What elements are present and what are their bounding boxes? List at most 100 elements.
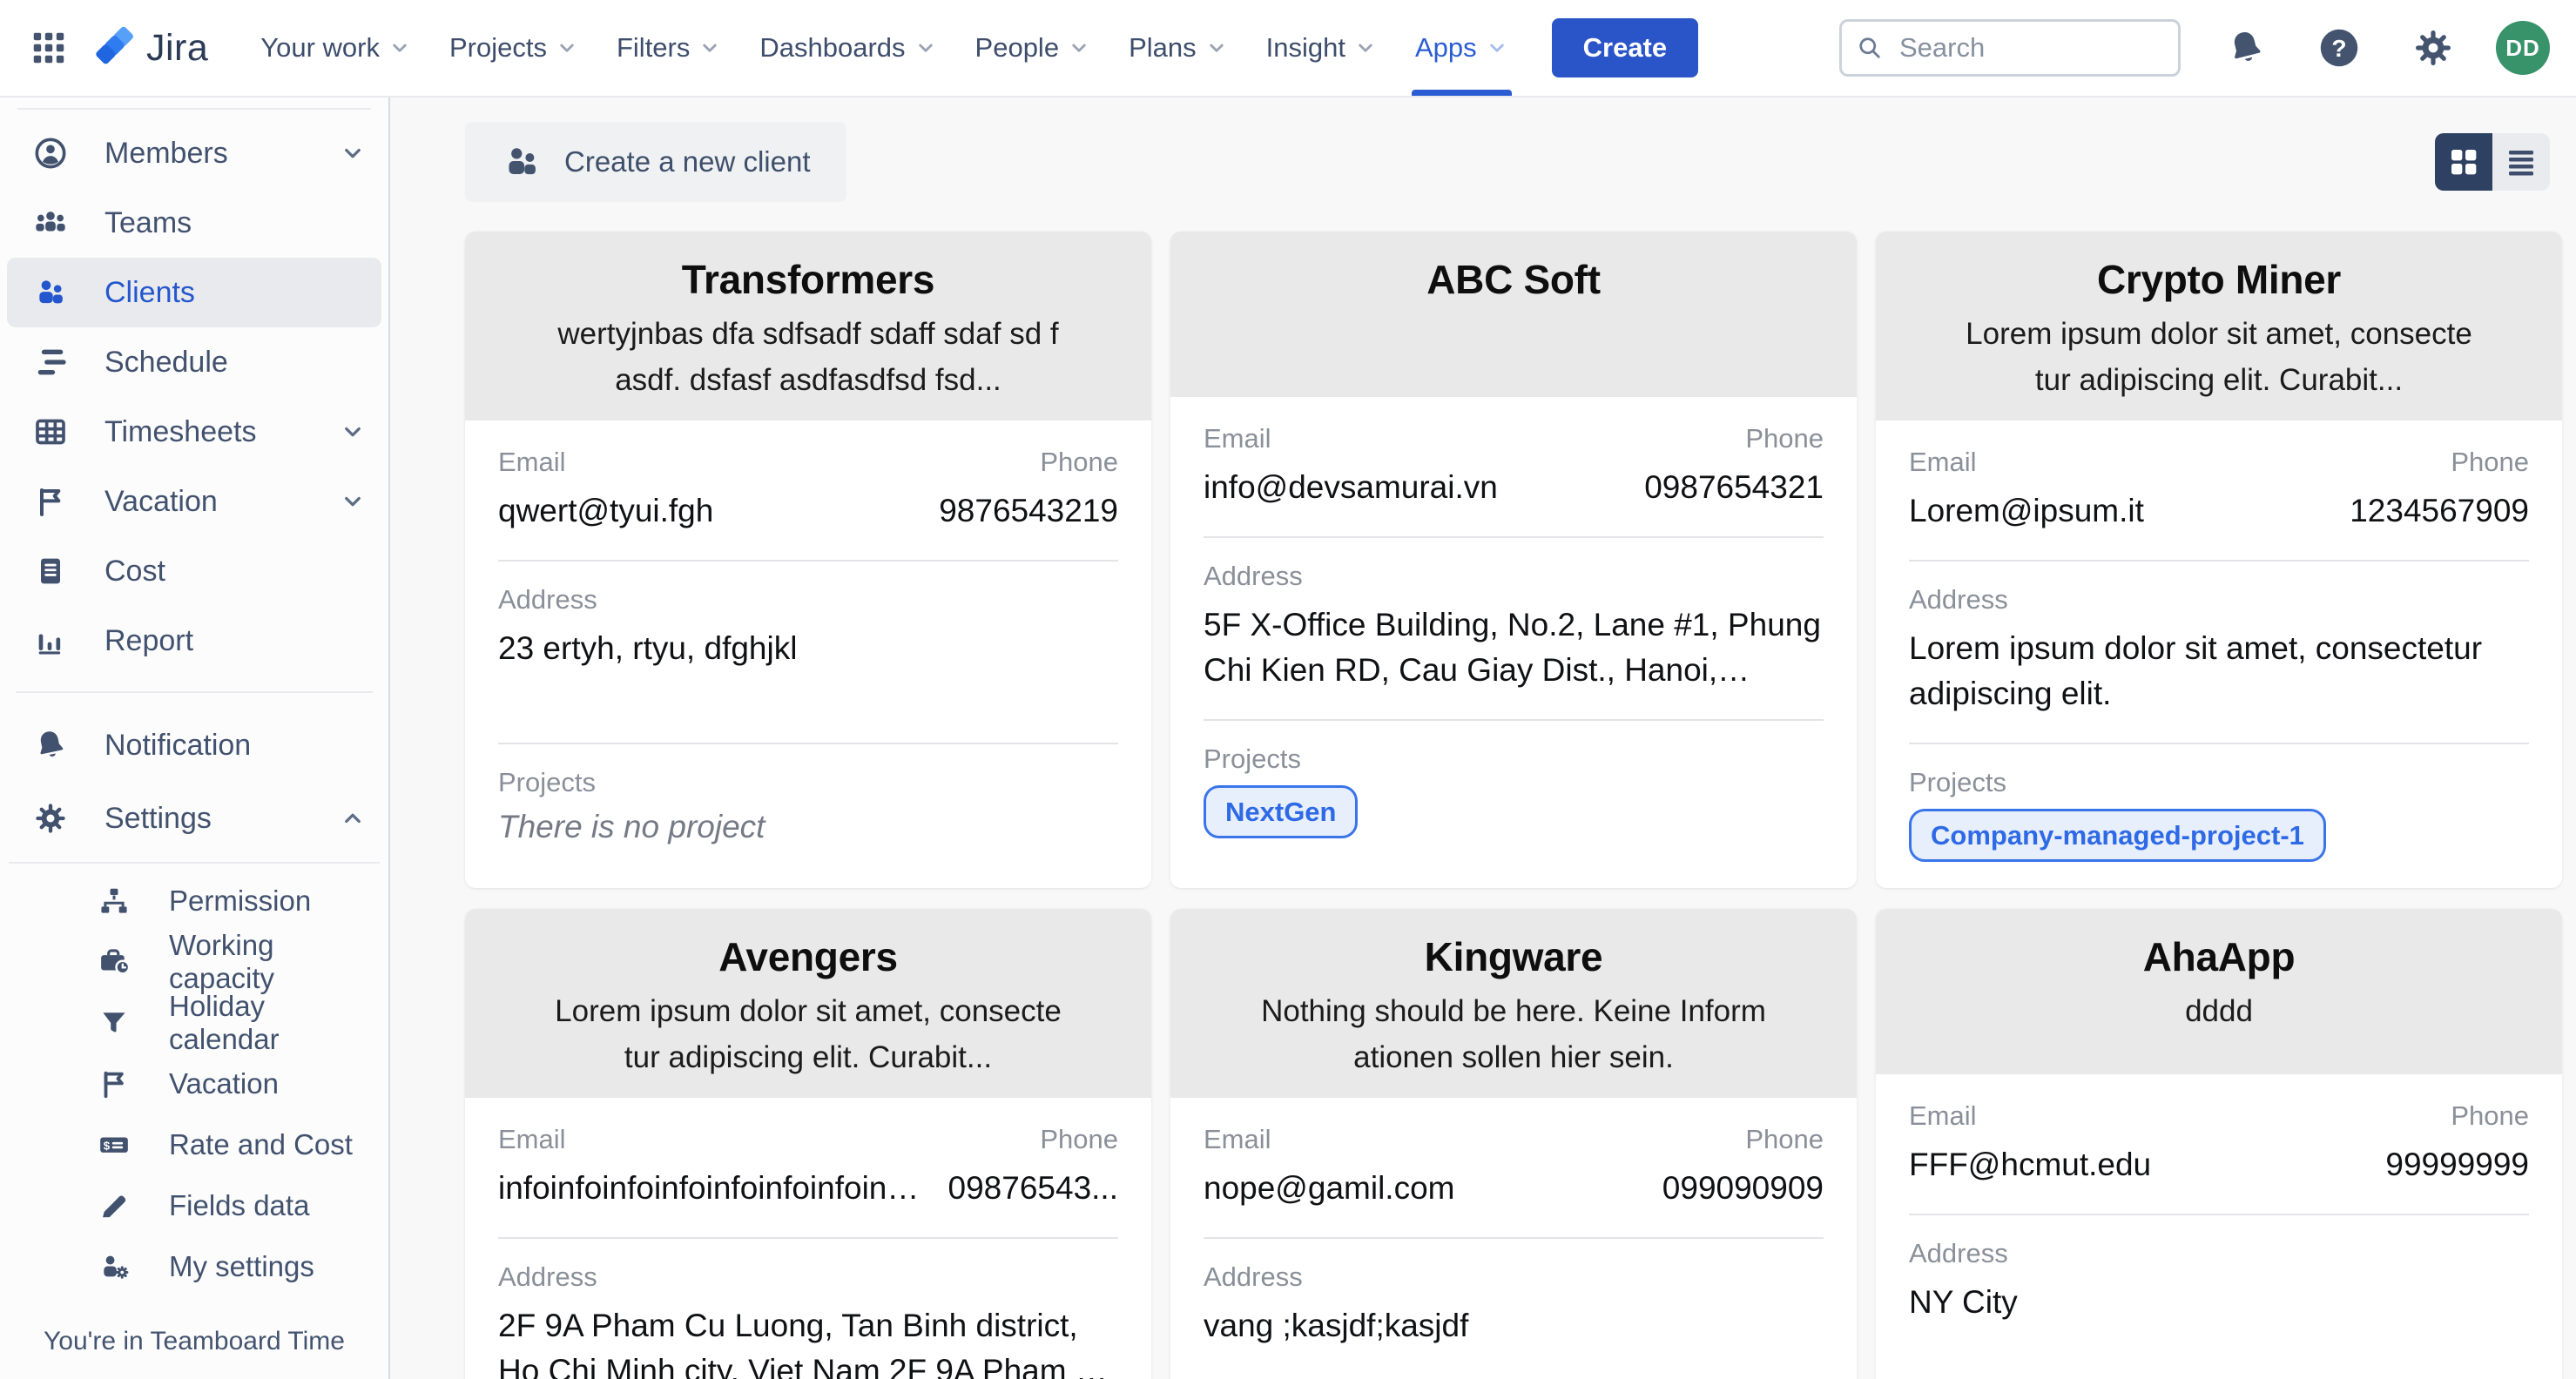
money-icon [98,1128,131,1161]
sidebar-item-vacation[interactable]: Vacation [0,467,388,536]
jira-logo[interactable]: Jira [92,26,208,70]
card-header: Crypto Miner Lorem ipsum dolor sit amet,… [1876,232,2562,420]
create-client-button[interactable]: Create a new client [465,122,847,202]
client-description: Lorem ipsum dolor sit amet, consectetur … [555,994,1062,1074]
card-body: Email infoinfoinfoinfoinfoinfoinfoinfoin… [465,1098,1151,1379]
sidebar-item-vacation-settings[interactable]: Vacation [0,1053,388,1114]
sidebar-divider [16,691,373,693]
list-view-icon [2504,145,2539,179]
help-icon [2316,25,2362,71]
sidebar-item-notification[interactable]: Notification [0,709,388,782]
client-name: ABC Soft [1426,257,1601,302]
chevron-down-icon [1354,37,1377,59]
phone-label: Phone [1040,447,1118,477]
sidebar-item-report[interactable]: Report [0,606,388,676]
settings-button[interactable] [2404,18,2463,77]
address-label: Address [498,583,597,615]
nav-insight[interactable]: Insight [1247,0,1396,96]
chevron-down-icon [388,37,411,59]
nav-projects[interactable]: Projects [430,0,597,96]
clients-icon [33,275,68,310]
sidebar: Members Teams Clients Schedule Timesheet… [0,98,390,1379]
view-toggle [2435,133,2550,191]
sidebar-item-clients[interactable]: Clients [7,258,381,327]
nav-filters[interactable]: Filters [597,0,740,96]
sidebar-item-rate-and-cost[interactable]: Rate and Cost [0,1114,388,1175]
projects-label: Projects [1909,766,2006,797]
phone-value: 9876543219 [939,493,1118,528]
jira-logo-text: Jira [146,26,209,69]
grid-view-icon [2446,145,2481,179]
sidebar-item-cost[interactable]: Cost [0,536,388,606]
address-label: Address [498,1261,597,1293]
sidebar-item-schedule[interactable]: Schedule [0,327,388,397]
client-name: AhaApp [2142,934,2296,980]
email-value: info@devsamurai.vn [1204,469,1498,505]
project-badge[interactable]: NextGen [1204,784,1359,839]
avatar[interactable]: DD [2496,21,2550,75]
sidebar-item-teams[interactable]: Teams [0,188,388,258]
chevron-down-icon [340,140,366,166]
card-header: Avengers Lorem ipsum dolor sit amet, con… [465,909,1151,1099]
notifications-button[interactable] [2217,19,2275,77]
sidebar-item-my-settings[interactable]: My settings [0,1236,388,1297]
card-body: Email info@devsamurai.vn Phone 098765432… [1170,397,1857,888]
vacation-flag-icon [33,484,68,519]
sidebar-item-members[interactable]: Members [0,118,388,188]
search-box [1839,19,2181,77]
sidebar-item-working-capacity[interactable]: Working capacity [0,929,388,994]
address-value: NY City [1909,1284,2018,1321]
address-label: Address [1909,1238,2008,1269]
client-card-crypto-miner: Crypto Miner Lorem ipsum dolor sit amet,… [1876,232,2562,889]
sidebar-item-timesheets[interactable]: Timesheets [0,397,388,467]
sidebar-divider [9,862,380,864]
briefcase-clock-icon [98,945,131,979]
client-card-abc-soft: ABC Soft Email info@devsamurai.vn Phone … [1170,232,1857,889]
gear-icon [33,801,68,836]
phone-value: 09876543... [947,1170,1118,1207]
nav-plans[interactable]: Plans [1109,0,1247,96]
sidebar-item-permission[interactable]: Permission [0,871,388,932]
address-value: Lorem ipsum dolor sit amet, consectetur … [1909,629,2483,711]
list-view-button[interactable] [2492,133,2550,191]
nav-dashboards[interactable]: Dashboards [740,0,955,96]
project-badge[interactable]: Company-managed-project-1 [1909,808,2326,863]
card-body: Email Lorem@ipsum.it Phone 1234567909 Ad… [1876,420,2562,888]
pencil-icon [98,1189,131,1222]
chevron-down-icon [1486,37,1508,59]
nav-your-work[interactable]: Your work [241,0,430,96]
phone-label: Phone [1745,1124,1824,1155]
phone-value: 1234567909 [2350,493,2529,528]
nav-people[interactable]: People [956,0,1110,96]
card-header: Transformers wertyjnbas dfa sdfsadf sdaf… [465,232,1151,420]
chevron-down-icon [698,37,721,59]
create-button[interactable]: Create [1551,18,1699,77]
sidebar-item-fields-data[interactable]: Fields data [0,1175,388,1236]
grid-view-button[interactable] [2435,133,2492,191]
help-button[interactable] [2308,17,2370,79]
app-grid-icon [30,29,68,67]
client-cards-grid: Transformers wertyjnbas dfa sdfsadf sdaf… [465,232,2562,1379]
sidebar-item-settings[interactable]: Settings [0,782,388,855]
client-card-avengers: Avengers Lorem ipsum dolor sit amet, con… [465,909,1151,1379]
phone-label: Phone [1040,1124,1118,1155]
sidebar-item-holiday-calendar[interactable]: Holiday calendar [0,990,388,1055]
main-navigation: Your work Projects Filters Dashboards Pe… [241,0,1527,96]
jira-mark-icon [92,26,136,70]
search-icon [1857,35,1883,61]
phone-value: 99999999 [2385,1147,2529,1183]
email-label: Email [498,447,566,477]
divider [1204,535,1824,538]
client-name: Avengers [718,934,898,980]
projects-label: Projects [498,766,596,797]
search-input[interactable] [1839,19,2181,77]
card-body: Email qwert@tyui.fgh Phone 9876543219 Ad… [465,420,1151,888]
nav-apps[interactable]: Apps [1396,0,1527,96]
phone-label: Phone [2451,447,2529,477]
app-switcher-button[interactable] [21,20,77,76]
chevron-down-icon [556,37,578,59]
chevron-down-icon [914,37,937,59]
card-body: Email nope@gamil.com Phone 099090909 Add… [1170,1098,1857,1379]
member-icon [33,136,68,171]
address-value: 2F 9A Pham Cu Luong, Tan Binh district, … [498,1308,1117,1379]
